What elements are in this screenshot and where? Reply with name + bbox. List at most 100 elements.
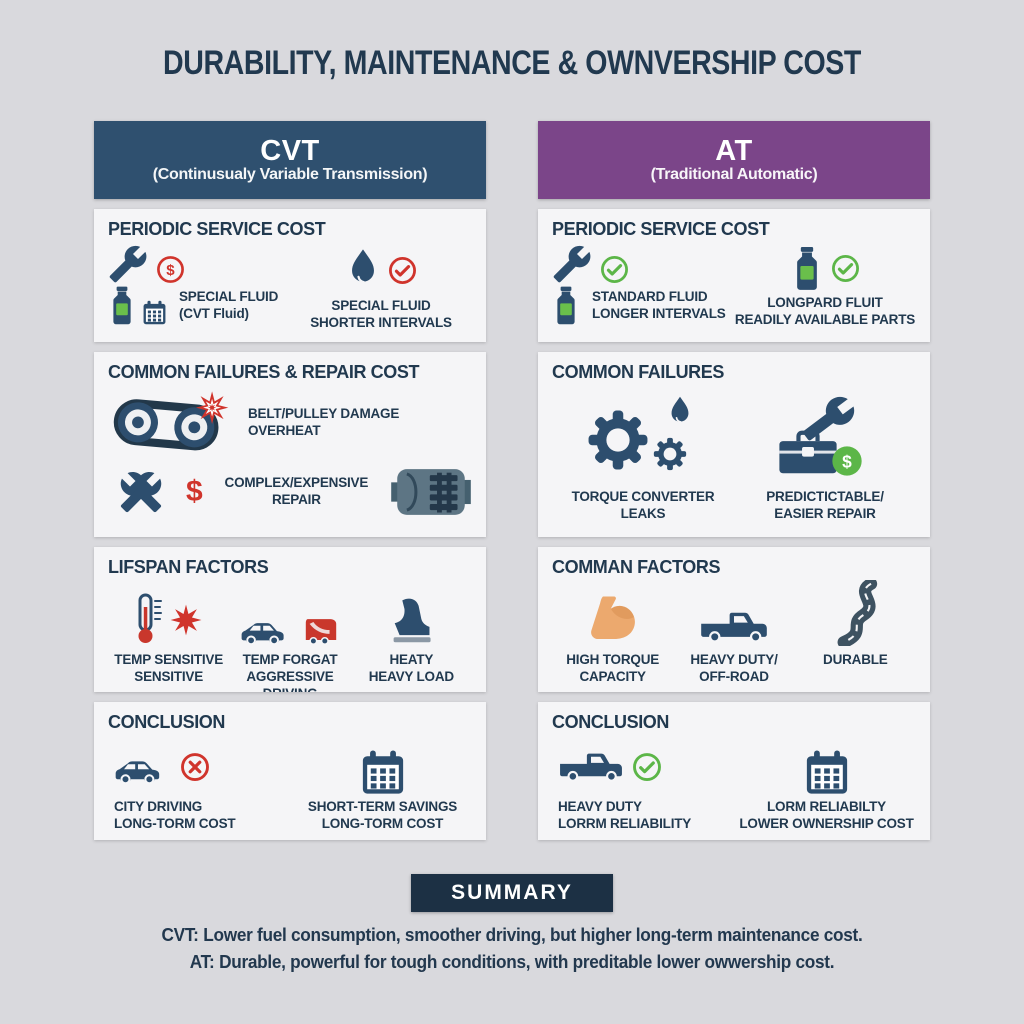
at-factors-torque-item: HIGH TORQUE CAPACITY bbox=[552, 584, 673, 686]
cvt-conclusion-heading: CONCLUSION bbox=[108, 712, 225, 732]
at-conclusion-right-item: LORM RELIABILTY LOWER OWNERSHIP COST bbox=[737, 739, 916, 833]
at-service-card: PERIODIC SERVICE COST STANDARD FLUID LON… bbox=[538, 209, 930, 342]
x-circle-icon bbox=[180, 752, 210, 782]
cvt-service-right-item: SPECIAL FLUID SHORTER INTERVALS bbox=[290, 244, 472, 332]
repair-cluster bbox=[769, 393, 881, 475]
cvt-failures-row2-text: COMPLEX/EXPENSIVE REPAIR bbox=[224, 475, 369, 507]
dollar-circle-green-icon bbox=[831, 445, 863, 477]
cvt-conclusion-left-item: CITY DRIVING LONG-TORM COST bbox=[108, 739, 293, 833]
at-service-right-item: LONGPARD FLUIT READILY AVAILABLE PARTS bbox=[734, 244, 916, 329]
cvt-service-left-item: SPECIAL FLUID (CVT Fluid) bbox=[108, 244, 290, 332]
at-conclusion-left-text: HEAVY DUTY LORRM RELIABILITY bbox=[558, 799, 692, 831]
cvt-lifespan-load-text: HEATY HEAVY LOAD bbox=[368, 652, 454, 684]
at-conclusion-heading: CONCLUSION bbox=[552, 712, 669, 732]
bicep-icon bbox=[585, 594, 641, 646]
cvt-header: CVT (Continusualy Variable Transmission) bbox=[94, 121, 486, 199]
comparison-columns: CVT (Continusualy Variable Transmission)… bbox=[94, 121, 930, 840]
wrench-icon bbox=[108, 244, 148, 284]
car-icon bbox=[114, 749, 172, 785]
belt-pulley-icon bbox=[108, 390, 236, 456]
at-failures-left-item: TORQUE CONVERTER LEAKS bbox=[552, 393, 734, 523]
summary-at-line: AT: Durable, powerful for tough condition… bbox=[36, 951, 988, 973]
cvt-conclusion-card: CONCLUSION CITY DRIVING LONG-TORM COST bbox=[94, 702, 486, 840]
cvt-lifespan-heading: LIFSPAN FACTORS bbox=[108, 557, 269, 577]
at-factors-durable-text: DURABLE bbox=[823, 652, 888, 667]
trailer-icon bbox=[302, 615, 340, 646]
gear-cluster bbox=[587, 393, 699, 475]
cvt-lifespan-temp-item: TEMP SENSITIVE SENSITIVE bbox=[108, 584, 229, 692]
cvt-subtitle: (Continusualy Variable Transmission) bbox=[152, 166, 428, 184]
cvt-conclusion-left-text: CITY DRIVING LONG-TORM COST bbox=[114, 799, 236, 831]
fluid-bottle-icon bbox=[108, 286, 136, 325]
at-service-left-text: STANDARD FLUID LONGER INTERVALS bbox=[592, 289, 726, 322]
cvt-failures-card: COMMON FAILURES & REPAIR COST BELT/PULLE… bbox=[94, 352, 486, 537]
check-circle-red-icon bbox=[388, 256, 417, 285]
at-service-right-text: LONGPARD FLUIT READILY AVAILABLE PARTS bbox=[734, 295, 916, 327]
gear-icon bbox=[587, 409, 649, 471]
pickup-truck-icon bbox=[699, 608, 769, 646]
cvt-lifespan-towing-item: TEMP FORGAT AGGRESSIVE DRIVING bbox=[229, 584, 350, 692]
droplet-icon bbox=[346, 248, 380, 293]
at-service-left-item: STANDARD FLUID LONGER INTERVALS bbox=[552, 244, 734, 329]
droplet-icon bbox=[667, 395, 693, 431]
cvt-failures-heading: COMMON FAILURES & REPAIR COST bbox=[108, 362, 420, 382]
car-icon bbox=[240, 611, 296, 646]
cvt-service-card: PERIODIC SERVICE COST SPECIAL FLUID bbox=[94, 209, 486, 342]
cvt-column: CVT (Continusualy Variable Transmission)… bbox=[94, 121, 486, 840]
boot-icon bbox=[386, 596, 436, 646]
at-failures-heading: COMMON FAILURES bbox=[552, 362, 724, 382]
at-subtitle: (Traditional Automatic) bbox=[650, 166, 818, 184]
at-header: AT (Traditional Automatic) bbox=[538, 121, 930, 199]
dollar-icon: $ bbox=[186, 475, 203, 508]
small-gear-icon bbox=[653, 437, 687, 471]
at-failures-right-text: PREDICTICTABLE/ EASIER REPAIR bbox=[766, 489, 884, 521]
calendar-icon bbox=[360, 749, 406, 795]
summary-lines: CVT: Lower fuel consumption, smoother dri… bbox=[36, 924, 988, 973]
summary-cvt-label: CVT: bbox=[161, 924, 199, 945]
at-factors-duty-text: HEAVY DUTY/ OFF-ROAD bbox=[690, 652, 778, 684]
cvt-service-left-text: SPECIAL FLUID (CVT Fluid) bbox=[179, 289, 279, 322]
cvt-title: CVT bbox=[260, 134, 320, 167]
summary-at-text: Durable, powerful for tough conditions, … bbox=[219, 951, 835, 972]
summary-badge: SUMMARY bbox=[411, 874, 613, 912]
page-title: DURABILITY, MAINTENANCE & OWNVERSHIP COS… bbox=[163, 44, 861, 82]
pickup-truck-icon bbox=[558, 749, 624, 785]
summary-at-label: AT: bbox=[189, 951, 215, 972]
at-column: AT (Traditional Automatic) PERIODIC SERV… bbox=[538, 121, 930, 840]
cvt-failure-row-belt: BELT/PULLEY DAMAGE OVERHEAT bbox=[108, 390, 472, 456]
dollar-circle-icon bbox=[156, 255, 185, 284]
at-conclusion-card: CONCLUSION HEAVY DUTY LORRM RELIABILITY bbox=[538, 702, 930, 840]
cvt-conclusion-right-item: SHORT-TERM SAVINGS LONG-TORM COST bbox=[293, 739, 472, 833]
at-factors-duty-item: HEAVY DUTY/ OFF-ROAD bbox=[673, 584, 794, 686]
transmission-icon bbox=[390, 463, 472, 521]
check-circle-green-icon bbox=[600, 255, 629, 284]
at-factors-durable-item: DURABLE bbox=[795, 584, 916, 686]
at-conclusion-left-item: HEAVY DUTY LORRM RELIABILITY bbox=[552, 739, 737, 833]
cvt-failure-row-repair: $ COMPLEX/EXPENSIVE REPAIR bbox=[108, 463, 472, 521]
at-conclusion-right-text: LORM RELIABILTY LOWER OWNERSHIP COST bbox=[739, 799, 914, 831]
calendar-icon bbox=[804, 749, 850, 795]
at-factors-torque-text: HIGH TORQUE CAPACITY bbox=[566, 652, 660, 684]
check-circle-green-icon bbox=[632, 752, 662, 782]
cvt-lifespan-towing-text: TEMP FORGAT AGGRESSIVE DRIVING bbox=[242, 652, 338, 692]
at-failures-card: COMMON FAILURES TORQUE CONVERTER LEAKS bbox=[538, 352, 930, 537]
fluid-bottle-icon bbox=[552, 286, 580, 325]
cvt-lifespan-temp-text: TEMP SENSITIVE SENSITIVE bbox=[114, 652, 224, 684]
summary-cvt-line: CVT: Lower fuel consumption, smoother dri… bbox=[36, 924, 988, 946]
summary-section: SUMMARY CVT: Lower fuel consumption, smoo… bbox=[0, 874, 1024, 973]
thermometer-icon bbox=[134, 592, 162, 646]
cvt-conclusion-right-text: SHORT-TERM SAVINGS LONG-TORM COST bbox=[307, 799, 458, 831]
at-failures-left-text: TORQUE CONVERTER LEAKS bbox=[571, 489, 715, 521]
crossed-wrenches-icon bbox=[108, 468, 174, 516]
fluid-bottle-icon bbox=[791, 246, 823, 291]
burst-icon bbox=[168, 602, 204, 638]
at-factors-heading: COMMAN FACTORS bbox=[552, 557, 721, 577]
cvt-lifespan-card: LIFSPAN FACTORS TEMP SENSITIVE SENSITIVE bbox=[94, 547, 486, 692]
toolbox-icon bbox=[777, 429, 839, 477]
winding-road-icon bbox=[826, 580, 884, 646]
at-service-heading: PERIODIC SERVICE COST bbox=[552, 219, 770, 239]
at-factors-card: COMMAN FACTORS HIGH TORQUE CAPACITY bbox=[538, 547, 930, 692]
check-circle-green-icon bbox=[831, 254, 860, 283]
wrench-icon bbox=[552, 244, 592, 284]
cvt-failures-row1-text: BELT/PULLEY DAMAGE OVERHEAT bbox=[248, 406, 400, 438]
